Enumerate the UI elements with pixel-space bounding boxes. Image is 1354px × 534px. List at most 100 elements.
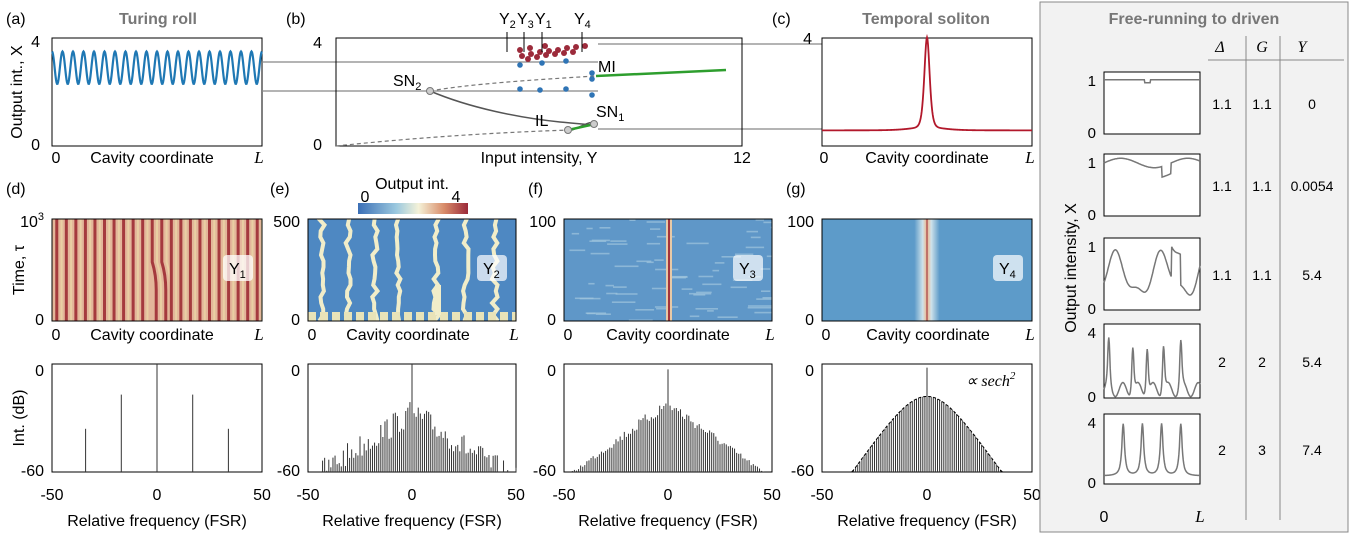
noise-streak xyxy=(770,226,772,229)
sidebar-header-g: G xyxy=(1256,39,1268,56)
noise-block xyxy=(500,312,508,321)
sidebar-mini-line xyxy=(1103,246,1201,296)
noise-streak xyxy=(730,286,747,289)
noise-streak xyxy=(695,308,718,310)
spectrum-f-xtick-max: 50 xyxy=(763,487,781,504)
panel-a-frame xyxy=(51,37,263,147)
noisy-stripe xyxy=(343,219,353,321)
noise-streak xyxy=(698,275,714,278)
spectrum-e: 0 -60 -50 0 50 Relative frequency (FSR) xyxy=(277,363,525,530)
noise-block xyxy=(428,312,436,321)
noise-streak xyxy=(714,262,725,264)
noise-block xyxy=(512,312,516,321)
spectrum-d-lines xyxy=(85,364,229,472)
noise-block xyxy=(308,312,316,321)
colorbar-max: 4 xyxy=(452,189,461,206)
noise-streak xyxy=(756,298,772,300)
noise-streak xyxy=(745,246,765,249)
noise-block xyxy=(404,312,412,321)
sidebar-ytick-top: 4 xyxy=(1088,325,1096,342)
panel-d-label: (d) xyxy=(6,181,26,198)
panel-e-label: (e) xyxy=(270,181,290,198)
lower-unstable-branch xyxy=(335,129,571,147)
spectrum-f-xtick-0: 0 xyxy=(664,487,673,504)
spectrum-g-ytick-60: -60 xyxy=(791,463,814,480)
panel-f-xlabel: Cavity coordinate xyxy=(606,327,730,344)
spectrum-f-xtick-min: -50 xyxy=(552,487,575,504)
panel-f-label: (f) xyxy=(528,181,543,198)
noise-streak xyxy=(615,293,638,295)
sidebar-rows: 0 1 1.1 1.1 0 0 1 1.1 1.1 0.0054 0 1 1.1 1.1 5.4 0 4 2 2 5.… xyxy=(1088,71,1334,492)
panel-f-tag: Y3 xyxy=(739,261,756,281)
noise-streak xyxy=(636,260,652,263)
mi-dot-blue xyxy=(539,60,545,66)
spectrum-g: 0 -60 -50 0 50 Relative frequency (FSR) … xyxy=(791,363,1041,530)
sidebar-mini-plot xyxy=(1103,153,1201,217)
upper-unstable-branch xyxy=(429,75,597,92)
panel-f-frame xyxy=(563,218,773,322)
panel-a-xtick-L: L xyxy=(253,148,263,167)
sidebar-cell-g: 3 xyxy=(1258,442,1266,458)
panel-g-xlabel: Cavity coordinate xyxy=(866,327,990,344)
sidebar-ylabel: Output intensity, X xyxy=(1063,203,1080,333)
mi-dot-blue xyxy=(589,76,595,82)
mi-dot-red xyxy=(570,49,576,55)
noise-streak xyxy=(628,319,653,321)
noise-streak xyxy=(735,253,754,256)
panel-b-frame xyxy=(335,37,743,147)
sidebar-cell-y: 5.4 xyxy=(1302,267,1322,283)
panel-f-ytick-100: 100 xyxy=(529,214,556,231)
noise-streak xyxy=(595,313,611,315)
mi-dot-red xyxy=(582,43,588,49)
panel-f-soliton-core xyxy=(668,219,670,321)
panel-c-ytick-0: 0 xyxy=(820,150,829,167)
spectrum-d-ytick-0: 0 xyxy=(35,363,44,380)
mi-label: MI xyxy=(598,59,616,76)
panel-d-xtick-L: L xyxy=(253,325,263,344)
sech-annotation: ∝ sech2 xyxy=(966,370,1016,390)
y-markers xyxy=(506,32,583,52)
noise-streak xyxy=(681,288,693,290)
noise-streak xyxy=(754,311,772,314)
sidebar-ytick-0: 0 xyxy=(1088,207,1096,224)
sidebar-cell-delta: 2 xyxy=(1218,442,1226,458)
sidebar-mini-line xyxy=(1103,157,1201,179)
noise-streak xyxy=(760,268,771,270)
noise-block xyxy=(392,312,400,321)
spectrum-g-lines xyxy=(853,367,1001,472)
spectrum-g-xtick-min: -50 xyxy=(810,487,833,504)
panel-e-xlabel: Cavity coordinate xyxy=(346,327,470,344)
colorbar-min: 0 xyxy=(361,189,370,206)
noise-streak xyxy=(656,235,675,238)
noise-streak xyxy=(586,227,593,230)
panel-d-tag: Y1 xyxy=(229,261,246,281)
noise-streak xyxy=(686,242,709,245)
panel-e-frame xyxy=(307,218,517,322)
sidebar-mini-line xyxy=(1103,337,1201,398)
noise-block xyxy=(476,312,484,321)
mi-dot-red xyxy=(528,51,534,57)
noise-block xyxy=(320,312,328,321)
panel-a-xtick-0: 0 xyxy=(52,150,61,167)
mi-dot-red xyxy=(561,50,567,56)
sidebar-ytick-0: 0 xyxy=(1088,301,1096,318)
sidebar-ytick-top: 1 xyxy=(1088,239,1096,256)
spectrum-g-xlabel: Relative frequency (FSR) xyxy=(837,513,1017,530)
panel-g: (g) 100 0 0 L Cavity coordinate Y4 xyxy=(786,181,1035,344)
noise-streak xyxy=(702,283,722,286)
noise-streak xyxy=(666,276,686,279)
panel-b-label: (b) xyxy=(286,11,306,28)
mi-dot-blue xyxy=(563,58,569,64)
noise-streak xyxy=(750,236,761,239)
panel-e-tag: Y2 xyxy=(483,261,500,281)
spectrum-f-lines xyxy=(571,369,765,472)
panel-e-ytick-0: 0 xyxy=(291,312,300,329)
spectrum-f-ytick-0: 0 xyxy=(547,363,556,380)
noise-streak xyxy=(654,259,664,261)
noise-streak xyxy=(762,297,772,299)
sidebar-cell-y: 0.0054 xyxy=(1291,178,1334,194)
spectrum-e-ytick-0: 0 xyxy=(291,363,300,380)
panel-a-xlabel: Cavity coordinate xyxy=(90,150,214,167)
sidebar-cell-g: 1.1 xyxy=(1252,267,1272,283)
